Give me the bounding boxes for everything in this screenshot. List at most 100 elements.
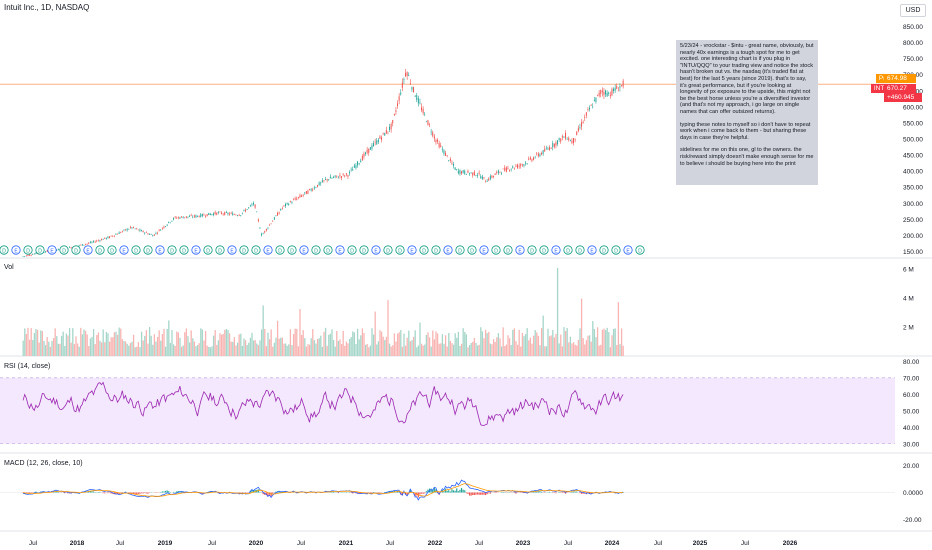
price-candle-body (240, 215, 242, 216)
volume-bar (454, 333, 456, 356)
macd-histogram-bar (465, 492, 467, 494)
macd-histogram-bar (140, 492, 143, 494)
event-marker-letter: D (422, 248, 426, 254)
price-candle-body (601, 90, 603, 93)
volume-bar (388, 343, 391, 356)
volume-bar (115, 331, 117, 356)
macd-histogram-bar (406, 492, 408, 496)
price-candle-body (565, 133, 567, 139)
price-candle-body (273, 217, 275, 220)
price-candle-body (216, 212, 218, 215)
volume-bar (84, 330, 87, 356)
event-marker-letter: D (290, 248, 294, 254)
volume-bar (296, 328, 298, 356)
volume-bar (457, 331, 460, 356)
price-candle-body (43, 252, 45, 253)
volume-bar (320, 335, 322, 356)
macd-histogram-bar (369, 492, 371, 494)
volume-tick-label: 2 M (903, 325, 914, 332)
time-axis-label: 2019 (158, 540, 173, 547)
price-candle-body (438, 143, 440, 148)
event-marker-letter: D (170, 248, 174, 254)
price-candle-body (489, 176, 491, 180)
price-candle-body (190, 215, 192, 216)
volume-bar (449, 340, 452, 356)
price-candle-body (301, 195, 303, 197)
volume-bar (364, 344, 367, 356)
volume-bar (214, 330, 216, 356)
event-marker-letter: E (590, 248, 594, 254)
volume-bar (46, 337, 48, 356)
event-marker-letter: E (518, 248, 522, 254)
volume-bar (126, 343, 128, 356)
volume-bar (465, 334, 468, 356)
price-candle-body (227, 213, 229, 215)
time-axis-label: 2020 (249, 540, 264, 547)
volume-bar (108, 341, 111, 356)
volume-bar (49, 346, 52, 356)
price-candle-body (297, 196, 299, 198)
volume-bar (564, 331, 567, 356)
volume-bar (497, 333, 500, 356)
price-candle-body (259, 228, 261, 229)
price-candle-body (253, 202, 255, 205)
price-tick-label: 400.00 (903, 169, 923, 176)
macd-histogram-bar (104, 492, 106, 494)
price-candle-body (512, 166, 514, 168)
price-candle-body (153, 234, 155, 236)
volume-bar (507, 335, 509, 356)
volume-bar (582, 338, 584, 356)
price-candle-body (144, 232, 146, 234)
macd-histogram-bar (454, 490, 456, 493)
time-axis-label: Jul (741, 540, 750, 547)
macd-histogram-bar (536, 491, 538, 493)
currency-button[interactable]: USD (900, 4, 926, 17)
volume-bar (401, 346, 404, 356)
event-marker (311, 245, 321, 255)
price-candle-body (374, 141, 376, 143)
volume-bar (446, 346, 448, 356)
event-marker-letter: E (266, 248, 270, 254)
price-candle-body (118, 232, 120, 234)
event-marker (563, 245, 573, 255)
volume-bar (550, 335, 552, 356)
volume-bar (185, 328, 188, 356)
volume-bar (558, 343, 560, 356)
price-candle-body (89, 241, 91, 243)
volume-bar (595, 337, 597, 356)
volume-bar (544, 346, 546, 356)
price-candle-body (382, 132, 384, 134)
volume-bar (174, 345, 176, 356)
volume-bar (176, 331, 178, 356)
volume-bar (75, 336, 77, 356)
event-marker (23, 245, 33, 255)
price-candle-body (603, 91, 605, 95)
macd-histogram-bar (427, 489, 429, 493)
price-candle-body (182, 217, 184, 219)
volume-bar (409, 341, 412, 356)
macd-histogram-bar (107, 492, 109, 494)
macd-histogram-bar (404, 492, 407, 495)
macd-histogram-bar (515, 492, 517, 494)
volume-bar (494, 342, 496, 356)
price-candle-body (149, 234, 151, 235)
price-candle-body (246, 209, 248, 210)
price-candle-body (232, 213, 234, 216)
price-candle-body (473, 171, 475, 176)
volume-bar (552, 329, 554, 356)
volume-bar (513, 328, 516, 356)
volume-bar (267, 332, 269, 356)
macd-histogram-bar (489, 492, 491, 494)
macd-histogram-bar (161, 491, 163, 493)
price-candle-body (470, 172, 472, 174)
volume-bar (604, 330, 607, 356)
volume-bar (587, 335, 589, 356)
volume-bar (270, 329, 272, 356)
price-candle-body (344, 175, 346, 177)
macd-histogram-bar (332, 491, 335, 493)
volume-bar (305, 346, 308, 356)
price-candle-body (454, 167, 456, 170)
volume-bar (603, 328, 605, 356)
event-marker (443, 245, 453, 255)
price-candle-body (32, 254, 34, 255)
